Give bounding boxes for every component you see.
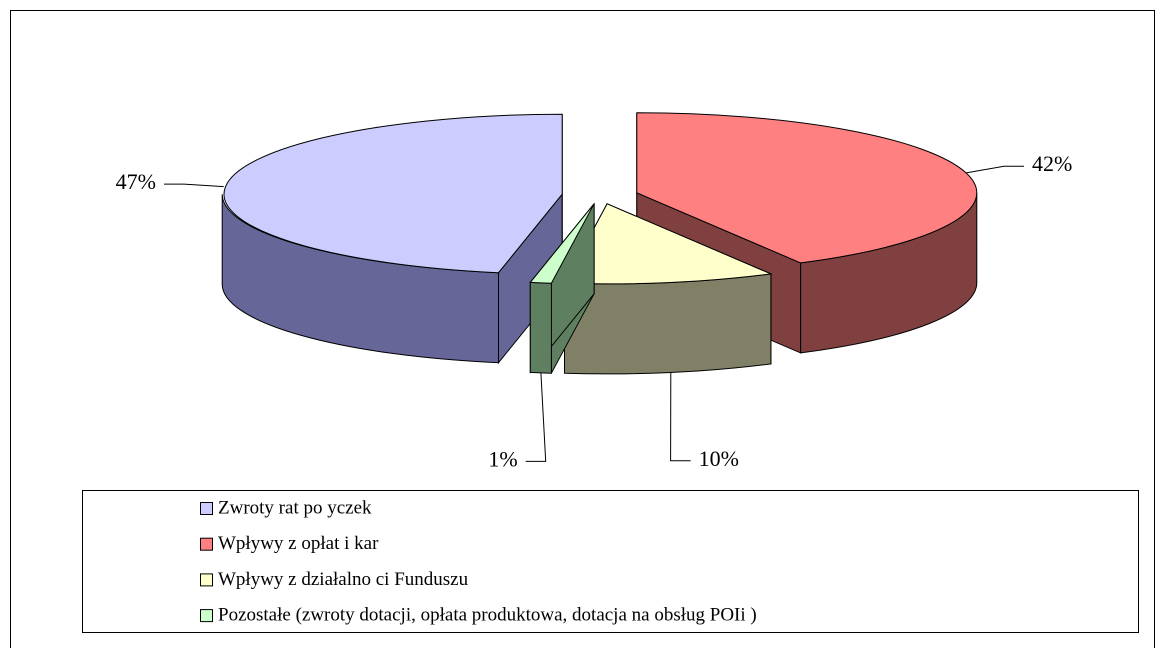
leader-line xyxy=(966,165,1024,174)
data-label: 47% xyxy=(116,169,156,194)
legend-label: Pozostałe (zwroty dotacji, opłata produk… xyxy=(218,604,757,625)
legend-swatch xyxy=(200,573,213,587)
leader-line xyxy=(670,372,691,462)
data-label: 42% xyxy=(1032,151,1072,176)
leader-line xyxy=(525,372,547,462)
legend-swatch xyxy=(200,537,213,551)
leader-line xyxy=(164,183,224,188)
slice xyxy=(529,203,595,284)
legend-swatch xyxy=(200,502,213,515)
slice-side xyxy=(564,273,772,375)
legend-label: Zwroty rat po yczek xyxy=(218,497,372,518)
legend-label: Wpływy z opłat i kar xyxy=(218,533,379,554)
data-label: 10% xyxy=(699,446,739,471)
legend-box xyxy=(82,490,1139,633)
legend-swatch xyxy=(200,609,213,623)
slice xyxy=(636,112,978,264)
slice-side xyxy=(529,281,552,374)
legend-label: Wpływy z działalno ci Funduszu xyxy=(218,569,469,590)
data-label: 1% xyxy=(488,446,517,471)
slice xyxy=(223,113,563,274)
